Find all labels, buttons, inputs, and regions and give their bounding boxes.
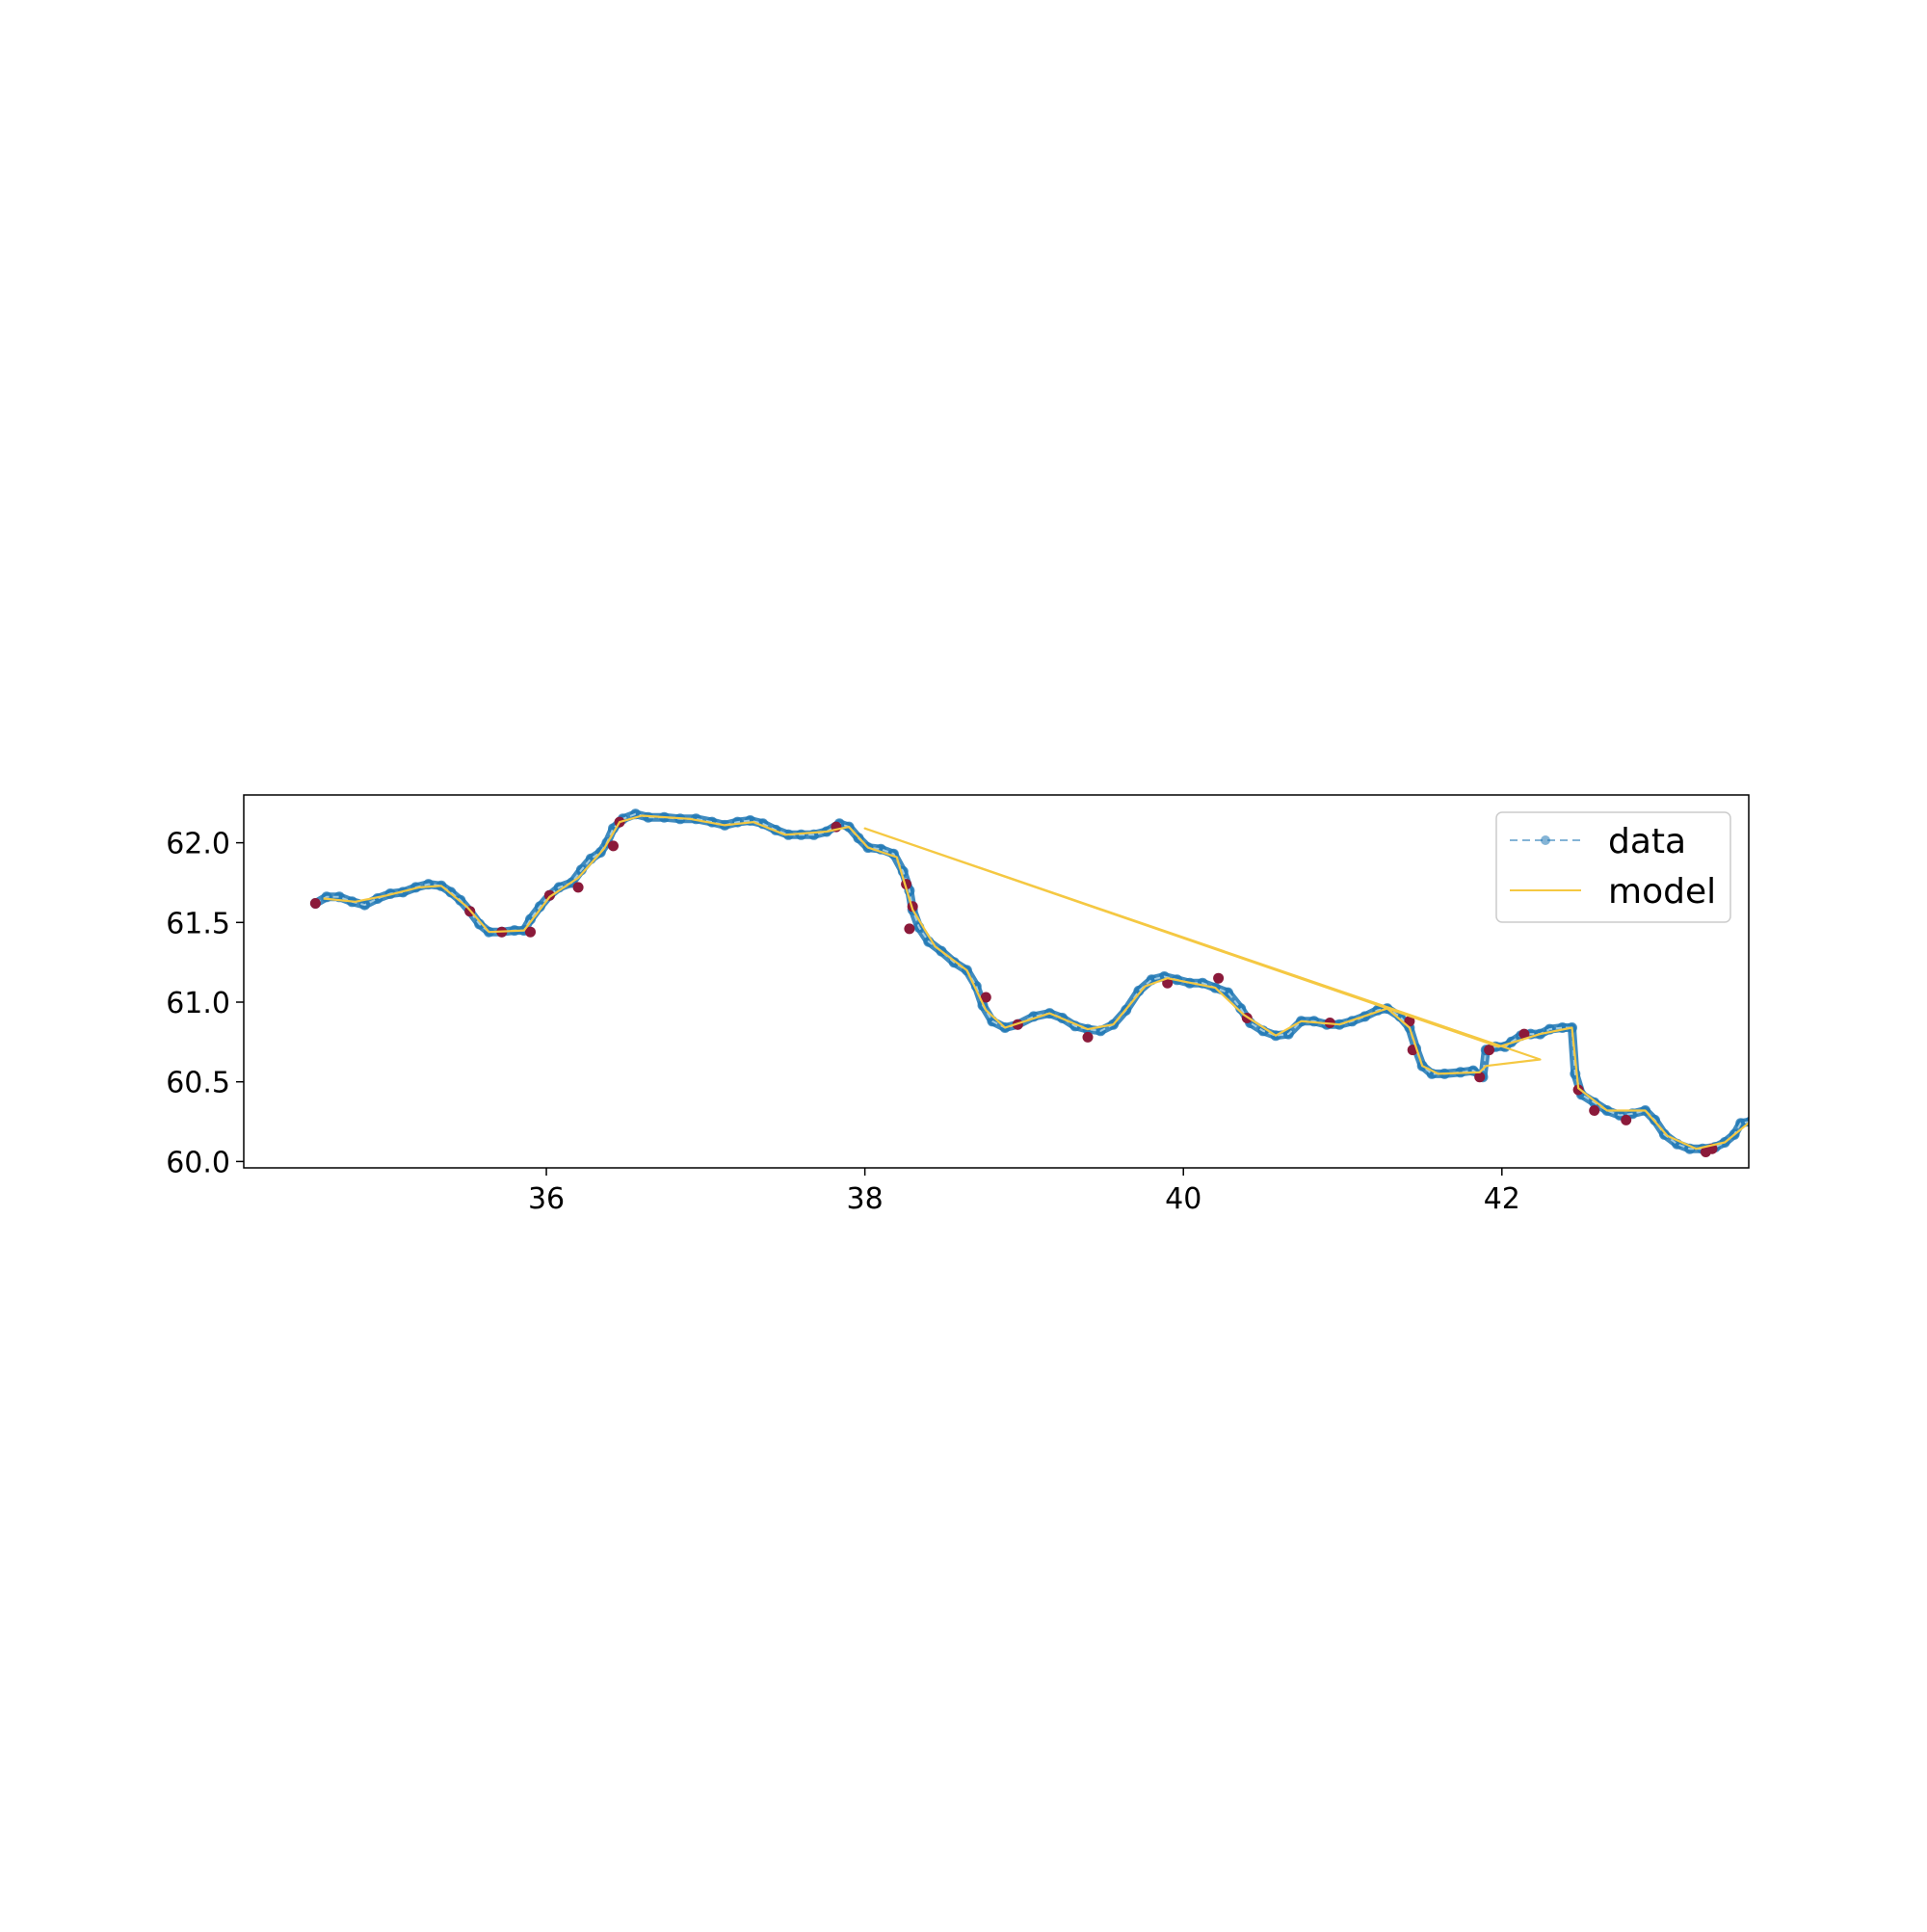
- outlier-point-11: [904, 923, 915, 935]
- x-tick-label-0: 36: [528, 1182, 565, 1216]
- outlier-point-5: [572, 882, 584, 893]
- outlier-point-3: [525, 926, 536, 938]
- data-point-31: [643, 811, 654, 823]
- series-model-line: [323, 814, 1749, 1151]
- outlier-point-12: [980, 992, 991, 1003]
- x-tick-label-1: 38: [847, 1182, 884, 1216]
- y-tick-label-0: 60.0: [166, 1146, 230, 1179]
- y-tick-label-4: 62.0: [166, 828, 230, 861]
- outlier-point-0: [309, 898, 321, 909]
- outlier-point-19: [1404, 1016, 1415, 1027]
- outlier-point-25: [1589, 1105, 1600, 1116]
- x-tick-label-3: 42: [1484, 1182, 1520, 1216]
- outlier-point-16: [1213, 972, 1225, 984]
- legend-label-data: data: [1608, 822, 1686, 861]
- plot-frame: [243, 794, 1750, 1169]
- y-tick-label-1: 60.5: [166, 1067, 230, 1100]
- legend-item-model: model: [1510, 872, 1716, 912]
- outlier-point-23: [1518, 1028, 1530, 1040]
- y-tick-label-2: 61.0: [166, 987, 230, 1020]
- y-tick-label-3: 61.5: [166, 907, 230, 940]
- outlier-point-4: [543, 889, 555, 901]
- axes-layer: 36 38 40 42 60.0 60.5 61.0 61.5 62.0: [166, 828, 1520, 1216]
- outlier-point-26: [1621, 1114, 1632, 1125]
- legend-label-model: model: [1608, 872, 1716, 912]
- plot-layer: [309, 808, 1749, 1157]
- legend-marker-data: [1541, 835, 1550, 845]
- outlier-point-22: [1484, 1045, 1495, 1056]
- outlier-point-15: [1162, 977, 1174, 989]
- outlier-point-6: [608, 840, 619, 852]
- outlier-point-24: [1572, 1084, 1584, 1096]
- legend: data model: [1495, 811, 1731, 923]
- outlier-point-21: [1474, 1072, 1486, 1083]
- legend-item-data: data: [1510, 822, 1686, 861]
- outlier-point-14: [1082, 1031, 1094, 1043]
- x-tick-label-2: 40: [1165, 1182, 1201, 1216]
